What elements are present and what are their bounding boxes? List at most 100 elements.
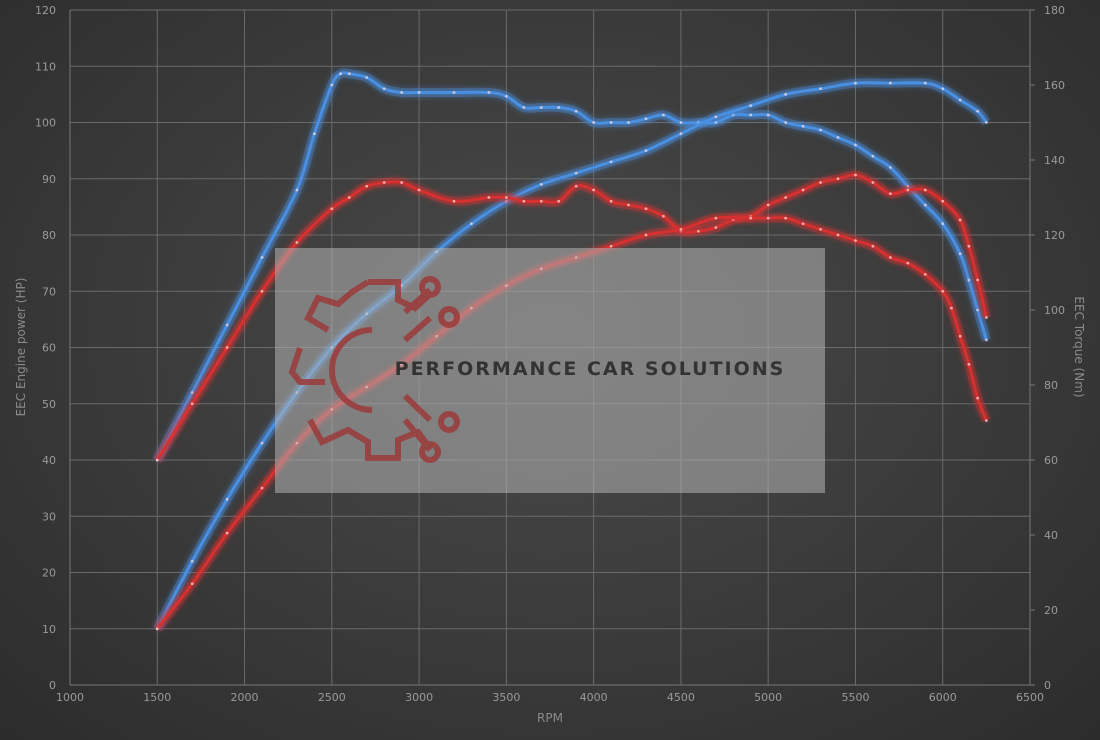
data-point [696, 229, 700, 233]
data-point [984, 338, 988, 342]
data-point [470, 222, 473, 226]
y-right-tick-label: 100 [1044, 304, 1065, 317]
data-point [967, 278, 971, 282]
data-point [504, 94, 508, 98]
data-point [330, 83, 334, 87]
y-left-tick-label: 20 [42, 567, 56, 580]
data-point [784, 216, 788, 220]
data-point [836, 136, 840, 139]
data-point [784, 121, 788, 124]
axes: 1000 1500 2000 2500 3000 3500 4000 4500 5000 5500… [35, 4, 1065, 704]
data-point [574, 171, 578, 175]
y-left-tick-label: 110 [35, 60, 56, 73]
data-point [801, 188, 805, 192]
data-point [627, 121, 630, 124]
data-point [295, 241, 299, 244]
data-point [888, 81, 892, 85]
data-point [400, 91, 404, 94]
y-right-tick-label: 60 [1044, 454, 1058, 467]
data-point [662, 113, 665, 117]
y-right-tick-label: 180 [1044, 4, 1065, 17]
data-point [295, 188, 299, 192]
data-point [923, 272, 927, 276]
data-point [923, 188, 927, 192]
data-point [260, 256, 264, 259]
data-point [854, 143, 857, 147]
data-point [609, 244, 613, 248]
data-point [714, 115, 718, 119]
gear-circuit-logo-icon [288, 276, 460, 463]
data-point [487, 91, 491, 94]
y-right-tick-label: 80 [1044, 379, 1058, 392]
data-point [312, 132, 316, 136]
data-point [984, 419, 988, 423]
data-point [190, 582, 194, 586]
data-point [941, 199, 945, 203]
data-point [958, 252, 962, 256]
x-tick-label: 5000 [754, 691, 782, 704]
data-point [225, 323, 229, 327]
y-right-axis-title: EEC Torque (Nm) [1072, 296, 1086, 397]
data-point [766, 203, 770, 207]
data-point [819, 128, 822, 132]
data-point [339, 72, 342, 76]
data-point [417, 91, 421, 94]
x-tick-label: 2000 [231, 691, 259, 704]
watermark-text: PERFORMANCE CAR SOLUTIONS [395, 358, 786, 380]
data-point [260, 289, 264, 293]
data-point [574, 109, 578, 113]
data-point [190, 559, 194, 563]
data-point [749, 104, 753, 108]
x-tick-label: 6000 [929, 691, 957, 704]
data-point [819, 227, 822, 231]
data-point [854, 239, 857, 243]
data-point [347, 196, 351, 199]
data-point [871, 181, 875, 184]
data-point [906, 261, 910, 265]
x-tick-label: 3000 [405, 691, 433, 704]
data-point [950, 306, 953, 310]
data-point [836, 177, 840, 181]
data-point [190, 391, 194, 394]
y-right-tick-label: 40 [1044, 529, 1058, 542]
data-point [574, 184, 578, 188]
data-point [819, 181, 822, 184]
x-tick-label: 4000 [580, 691, 608, 704]
x-tick-label: 2500 [318, 691, 346, 704]
data-point [644, 233, 648, 237]
data-point [679, 227, 683, 231]
data-point [766, 113, 770, 117]
data-point [976, 109, 980, 113]
data-point [662, 214, 665, 218]
data-point [452, 199, 456, 203]
data-point [225, 346, 229, 349]
y-right-tick-label: 160 [1044, 79, 1065, 92]
data-point [819, 87, 822, 91]
data-point [784, 92, 788, 96]
data-point [557, 199, 561, 203]
y-left-tick-label: 40 [42, 454, 56, 467]
x-tick-label: 1500 [143, 691, 171, 704]
data-point [888, 256, 892, 259]
data-point [487, 196, 491, 199]
data-point [190, 402, 194, 406]
data-point [539, 182, 543, 186]
data-point [967, 244, 971, 248]
y-left-axis-title: EEC Engine power (HP) [14, 278, 28, 417]
data-point [679, 132, 683, 136]
data-point [557, 106, 561, 109]
x-axis-title: RPM [537, 711, 563, 725]
data-point [400, 181, 404, 184]
data-point [452, 91, 456, 94]
data-point [644, 207, 648, 211]
data-point [155, 458, 159, 462]
data-point [679, 121, 683, 124]
data-point [539, 106, 543, 109]
data-point [382, 181, 386, 184]
data-point [504, 196, 508, 199]
data-point [854, 81, 857, 85]
watermark: PERFORMANCE CAR SOLUTIONS [275, 248, 825, 493]
y-right-tick-label: 140 [1044, 154, 1065, 167]
data-point [714, 226, 718, 229]
